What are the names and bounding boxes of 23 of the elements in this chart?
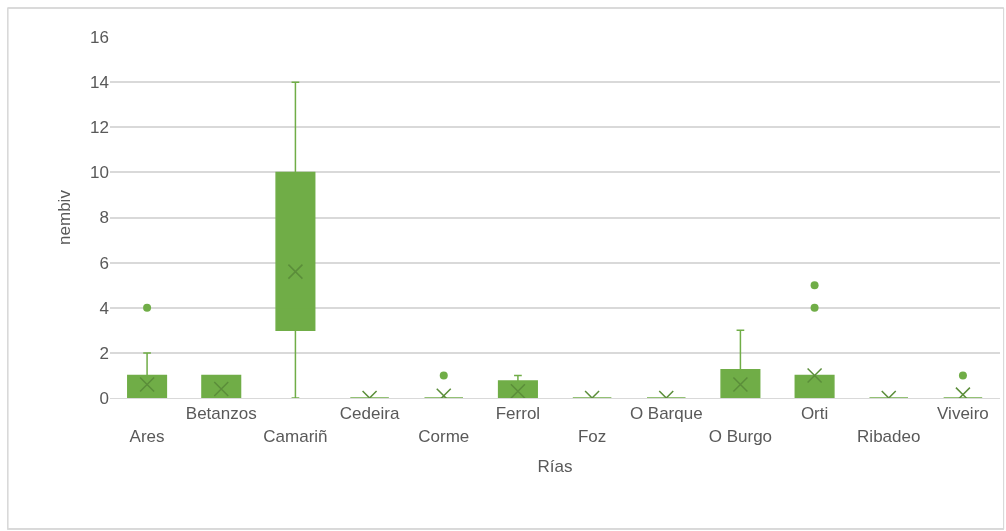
y-tick-label: 12 — [90, 118, 109, 138]
y-tick-label: 8 — [99, 208, 109, 228]
x-tick-label: Ferrol — [495, 404, 541, 424]
x-tick-label: Cedeira — [339, 404, 400, 424]
x-tick-label: Camariñ — [263, 426, 328, 446]
x-tick-label: O Burgo — [708, 426, 773, 446]
x-tick-label: Orti — [800, 404, 829, 424]
y-tick-label: 4 — [99, 298, 109, 318]
x-tick-label: Betanzos — [185, 404, 257, 424]
y-tick-label: 6 — [99, 253, 109, 273]
y-tick-label: 14 — [90, 73, 109, 93]
x-tick-label: Corme — [418, 426, 470, 446]
y-tick-label: 10 — [90, 163, 109, 183]
x-axis-title: Rías — [537, 456, 573, 476]
y-tick-label: 2 — [99, 343, 109, 363]
x-tick-label: O Barque — [629, 404, 703, 424]
x-tick-label: Ares — [129, 426, 165, 446]
x-tick-label: Ribadeo — [857, 426, 921, 446]
x-tick-label: Foz — [577, 426, 607, 446]
y-axis-title: nembiv — [54, 189, 74, 245]
y-tick-label: 0 — [99, 388, 109, 408]
x-tick-label: Viveiro — [937, 404, 989, 424]
y-tick-label: 16 — [90, 27, 109, 47]
